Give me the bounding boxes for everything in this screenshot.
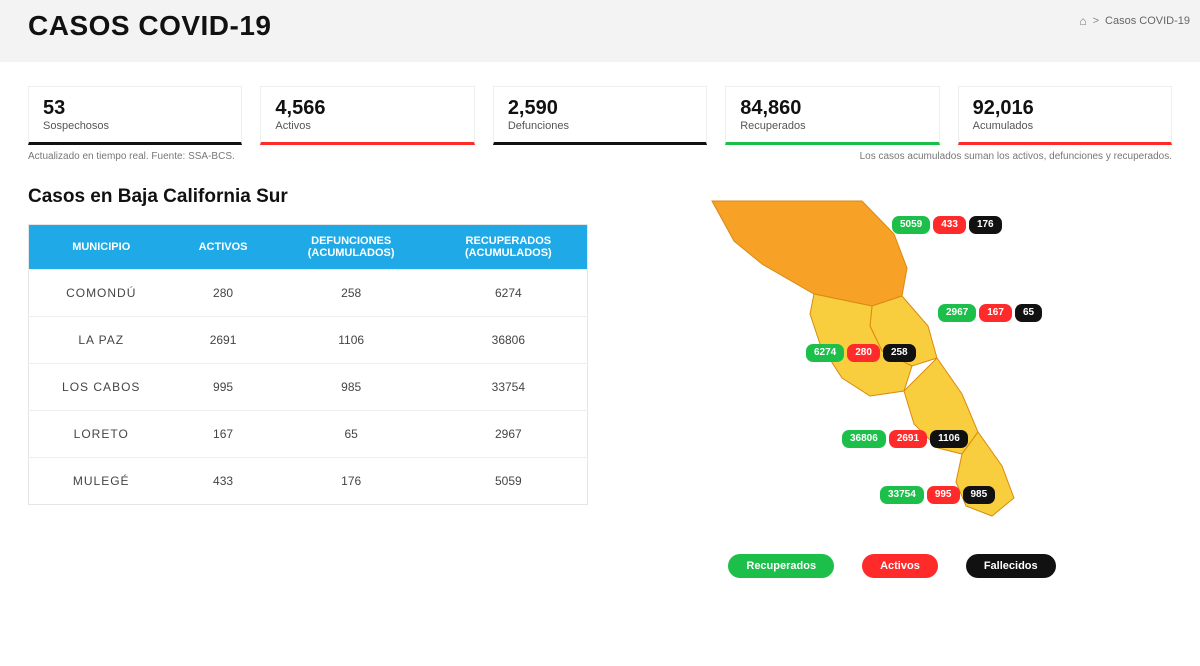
table-cell: 280	[173, 270, 272, 317]
stat-card: 92,016Acumulados	[958, 86, 1172, 145]
table-cell: 6274	[430, 270, 588, 317]
stat-value: 84,860	[740, 97, 924, 120]
table-row: LA PAZ2691110636806	[29, 317, 588, 364]
stat-card: 84,860Recuperados	[725, 86, 939, 145]
stat-label: Sospechosos	[43, 120, 227, 132]
badge-recovered: 5059	[892, 216, 930, 234]
legend-button-green[interactable]: Recuperados	[728, 554, 834, 578]
breadcrumb-sep: >	[1093, 15, 1099, 27]
table-row: MULEGÉ4331765059	[29, 458, 588, 505]
breadcrumb: ⌂ > Casos COVID-19	[1079, 14, 1190, 28]
badge-deaths: 985	[963, 486, 996, 504]
stat-value: 4,566	[275, 97, 459, 120]
stat-label: Defunciones	[508, 120, 692, 132]
stat-card: 53Sospechosos	[28, 86, 242, 145]
badge-active: 280	[847, 344, 880, 362]
badge-deaths: 176	[969, 216, 1002, 234]
table-header-cell: RECUPERADOS(ACUMULADOS)	[430, 225, 588, 270]
badge-recovered: 6274	[806, 344, 844, 362]
table-cell: 1106	[273, 317, 430, 364]
table-cell: 5059	[430, 458, 588, 505]
badge-active: 2691	[889, 430, 927, 448]
municipality-table: MUNICIPIOACTIVOSDEFUNCIONES(ACUMULADOS)R…	[28, 224, 588, 505]
table-cell: 33754	[430, 364, 588, 411]
map-badge-set: 5059433176	[892, 216, 1002, 234]
map-legend: Recuperados Activos Fallecidos	[612, 554, 1172, 578]
table-cell: 2691	[173, 317, 272, 364]
stat-card: 4,566Activos	[260, 86, 474, 145]
table-cell: 36806	[430, 317, 588, 364]
table-header-cell: ACTIVOS	[173, 225, 272, 270]
stat-label: Recuperados	[740, 120, 924, 132]
table-cell: 167	[173, 411, 272, 458]
table-cell: LOS CABOS	[29, 364, 174, 411]
table-column: Casos en Baja California Sur MUNICIPIOAC…	[28, 186, 588, 578]
table-cell: 2967	[430, 411, 588, 458]
stat-value: 53	[43, 97, 227, 120]
stat-notes: Actualizado en tiempo real. Fuente: SSA-…	[28, 151, 1172, 162]
map-column: 5059433176 296716765 6274280258 36806269111…	[612, 186, 1172, 578]
home-icon[interactable]: ⌂	[1079, 14, 1086, 28]
table-row: COMONDÚ2802586274	[29, 270, 588, 317]
badge-active: 433	[933, 216, 966, 234]
table-cell: LORETO	[29, 411, 174, 458]
table-cell: COMONDÚ	[29, 270, 174, 317]
legend-button-black[interactable]: Fallecidos	[966, 554, 1056, 578]
legend-button-red[interactable]: Activos	[862, 554, 938, 578]
table-row: LOS CABOS99598533754	[29, 364, 588, 411]
table-header-row: MUNICIPIOACTIVOSDEFUNCIONES(ACUMULADOS)R…	[29, 225, 588, 270]
map-wrap: 5059433176 296716765 6274280258 36806269111…	[612, 186, 1172, 546]
table-cell: LA PAZ	[29, 317, 174, 364]
breadcrumb-current: Casos COVID-19	[1105, 15, 1190, 27]
page-title: CASOS COVID-19	[28, 10, 1172, 42]
badge-active: 995	[927, 486, 960, 504]
table-cell: MULEGÉ	[29, 458, 174, 505]
badge-active: 167	[979, 304, 1012, 322]
stat-card: 2,590Defunciones	[493, 86, 707, 145]
map-region-mulege	[712, 201, 907, 306]
table-cell: 995	[173, 364, 272, 411]
page-header: CASOS COVID-19 ⌂ > Casos COVID-19	[0, 0, 1200, 62]
badge-deaths: 65	[1015, 304, 1042, 322]
table-cell: 433	[173, 458, 272, 505]
stat-value: 92,016	[973, 97, 1157, 120]
table-title: Casos en Baja California Sur	[28, 186, 588, 208]
map-badge-set: 296716765	[938, 304, 1042, 322]
badge-recovered: 2967	[938, 304, 976, 322]
badge-recovered: 36806	[842, 430, 886, 448]
table-header-cell: DEFUNCIONES(ACUMULADOS)	[273, 225, 430, 270]
badge-recovered: 33754	[880, 486, 924, 504]
stat-label: Activos	[275, 120, 459, 132]
table-cell: 65	[273, 411, 430, 458]
map-badge-set: 6274280258	[806, 344, 916, 362]
table-cell: 258	[273, 270, 430, 317]
badge-deaths: 1106	[930, 430, 968, 448]
map-badge-set: 33754995985	[880, 486, 995, 504]
stat-note-left: Actualizado en tiempo real. Fuente: SSA-…	[28, 151, 235, 162]
stat-note-right: Los casos acumulados suman los activos, …	[860, 151, 1172, 162]
content: 53Sospechosos4,566Activos2,590Defuncione…	[0, 62, 1200, 578]
table-cell: 985	[273, 364, 430, 411]
map-badge-set: 3680626911106	[842, 430, 968, 448]
badge-deaths: 258	[883, 344, 916, 362]
table-header-cell: MUNICIPIO	[29, 225, 174, 270]
table-row: LORETO167652967	[29, 411, 588, 458]
main-section: Casos en Baja California Sur MUNICIPIOAC…	[28, 186, 1172, 578]
stats-row: 53Sospechosos 4,566Activos 2,590Defuncione…	[28, 86, 1172, 145]
stat-value: 2,590	[508, 97, 692, 120]
stat-label: Acumulados	[973, 120, 1157, 132]
table-cell: 176	[273, 458, 430, 505]
